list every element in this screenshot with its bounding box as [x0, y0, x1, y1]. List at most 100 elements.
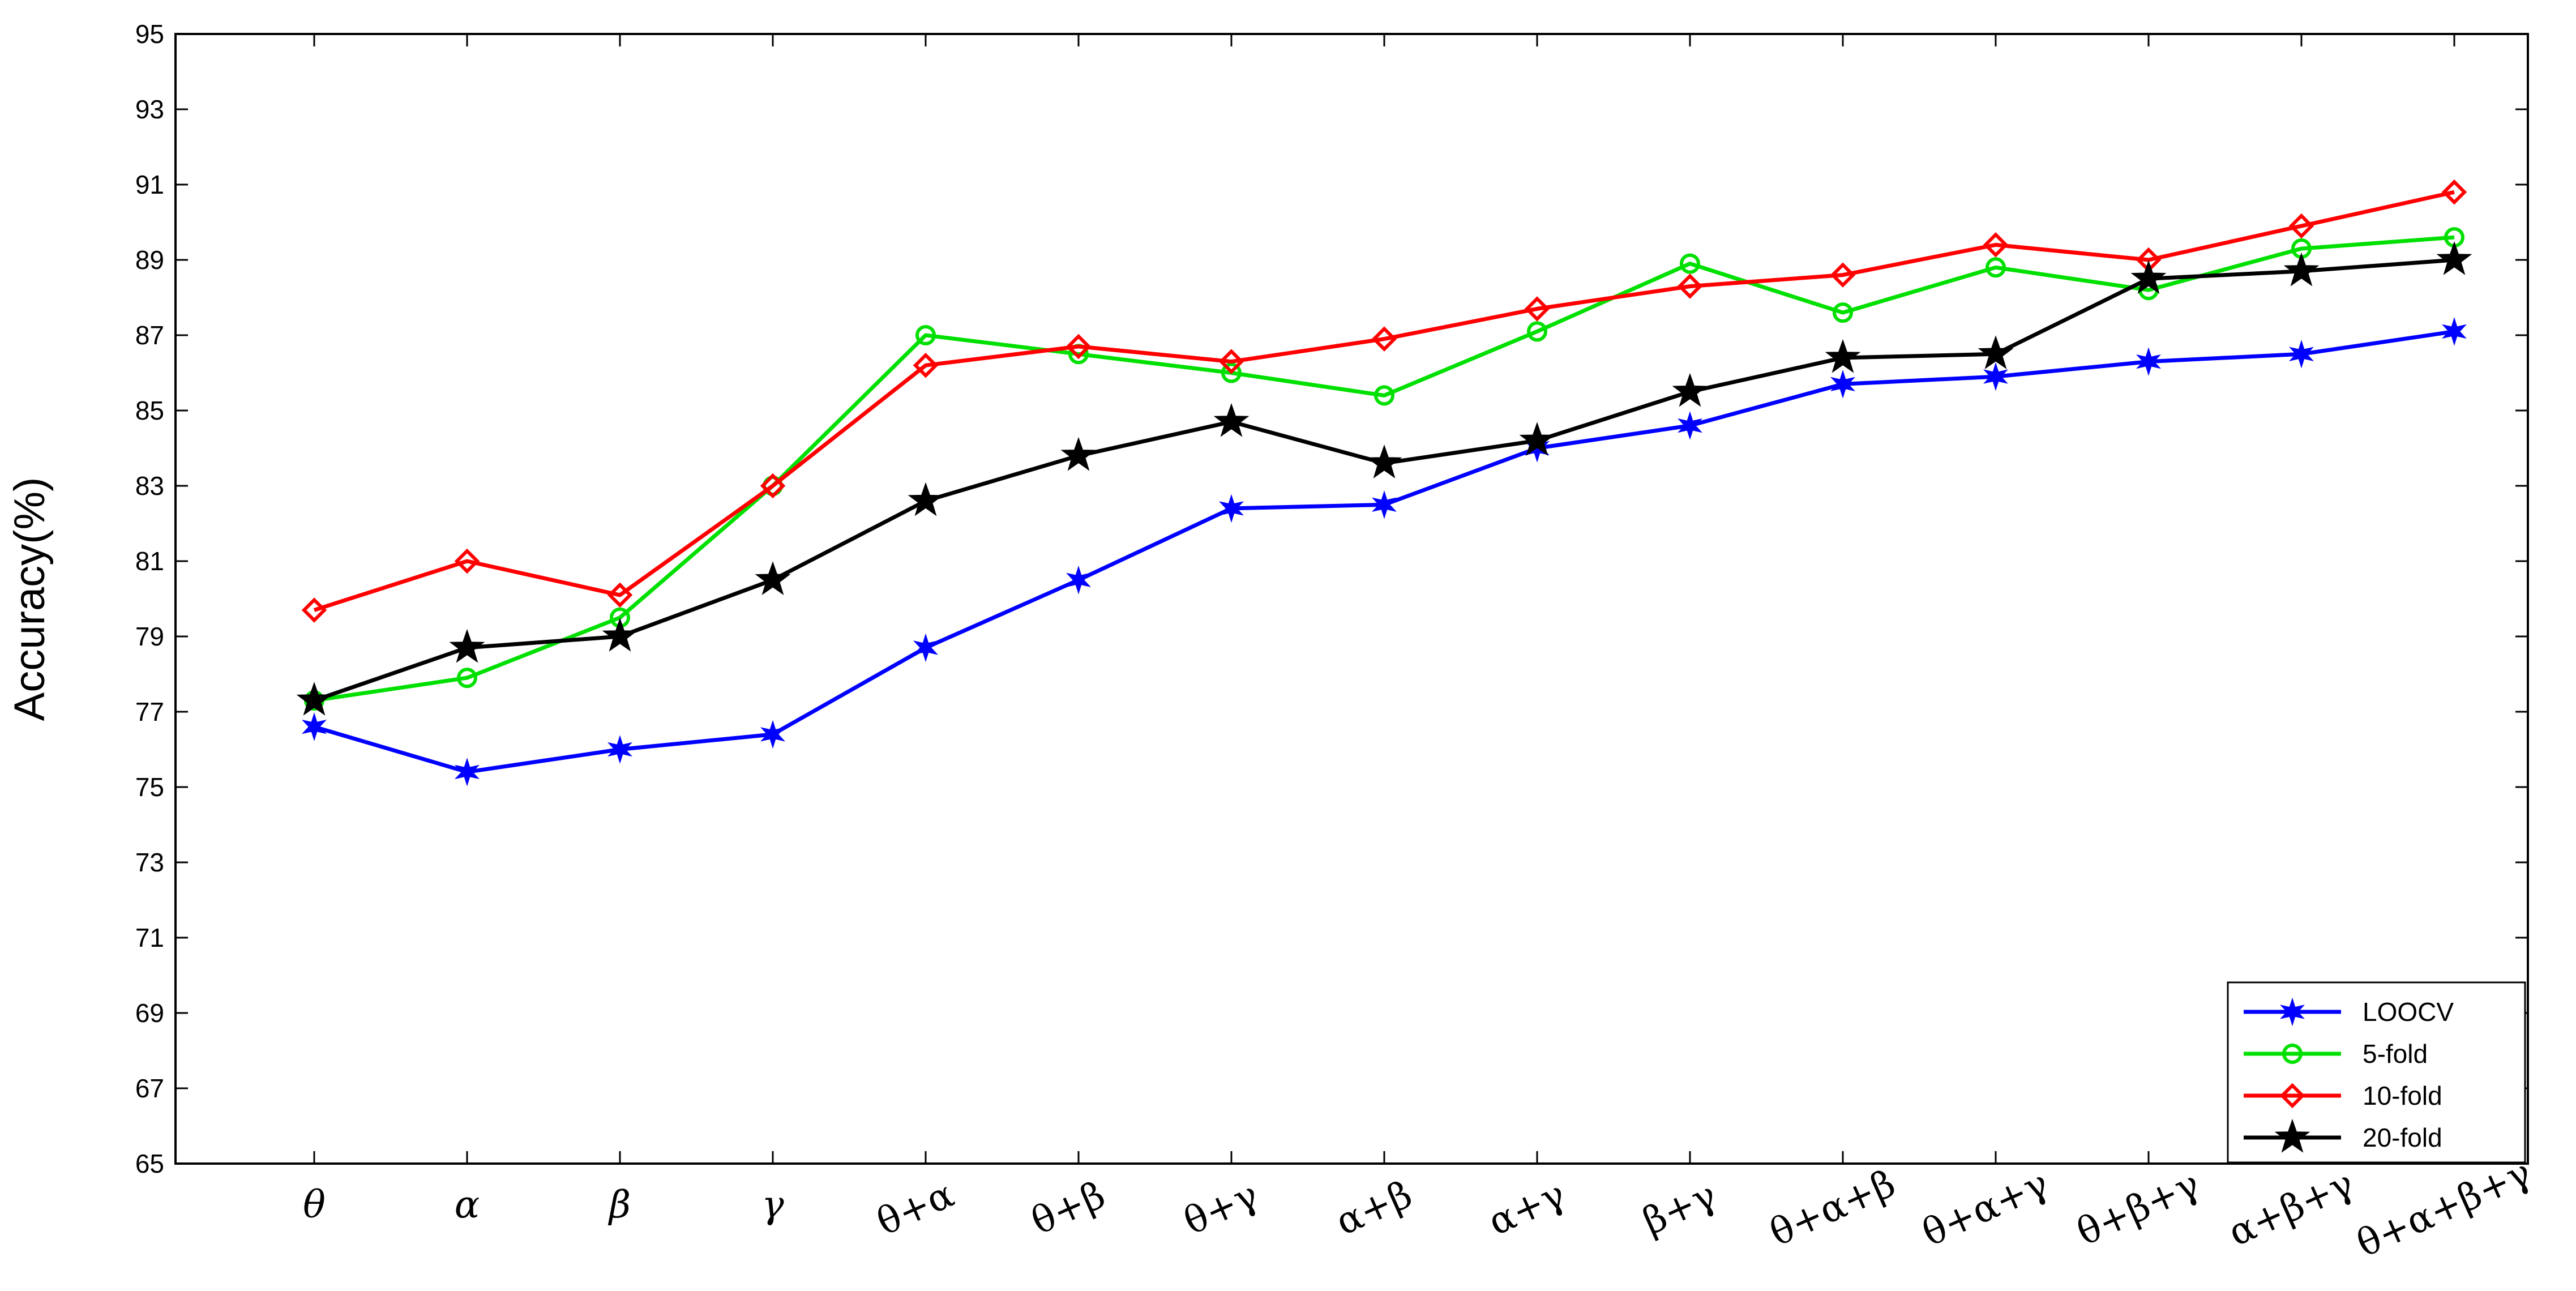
data-point: [913, 633, 939, 662]
x-tick-label: α+β+γ: [2222, 1161, 2360, 1255]
data-point: [455, 758, 480, 786]
legend-item: 5-fold: [2244, 1039, 2428, 1068]
y-tick-label: 83: [135, 471, 164, 501]
x-tick-label: θ+β: [1025, 1173, 1111, 1243]
data-point: [1527, 321, 1547, 342]
y-tick-label: 79: [135, 622, 164, 651]
y-tick-label: 85: [135, 396, 164, 425]
series-line: [314, 235, 2455, 703]
data-point: [913, 352, 939, 378]
y-tick-label: 67: [135, 1074, 164, 1103]
data-point: [1833, 302, 1853, 323]
x-tick-label: θ+α+β: [1764, 1161, 1902, 1255]
legend-label: LOOCV: [2363, 997, 2454, 1027]
data-point: [2441, 317, 2467, 346]
series-20-fold: [296, 241, 2472, 716]
y-tick-label: 93: [135, 95, 164, 124]
data-point: [2288, 339, 2314, 369]
data-point: [1066, 334, 1092, 360]
y-tick-label: 91: [135, 170, 164, 199]
x-tick-label: θ+α: [870, 1172, 960, 1244]
legend-marker: [2274, 1118, 2310, 1153]
data-point: [1825, 339, 1861, 373]
x-tick-label: θ+γ: [1178, 1173, 1265, 1243]
data-point: [1983, 232, 2009, 258]
y-axis: 65 67 69 71 73 75 77 79 81 83 85 87 89 91 93 95: [135, 19, 2528, 1178]
legend-label: 20-fold: [2363, 1123, 2442, 1152]
data-point: [1060, 437, 1097, 471]
data-point: [1219, 494, 1244, 523]
x-tick-label: γ: [761, 1183, 784, 1226]
x-tick-label: β: [607, 1183, 631, 1226]
legend-item: 10-fold: [2244, 1081, 2442, 1110]
data-point: [1213, 403, 1250, 437]
data-point: [602, 617, 638, 652]
data-point: [1978, 335, 2014, 369]
y-tick-label: 73: [135, 848, 164, 877]
legend-marker: [2282, 1044, 2303, 1064]
legend-label: 10-fold: [2363, 1081, 2442, 1110]
data-point: [1366, 444, 1402, 478]
y-tick-label: 69: [135, 998, 164, 1028]
x-tick-label: β+γ: [1636, 1173, 1723, 1243]
legend-item: 20-fold: [2244, 1118, 2442, 1153]
y-tick-label: 77: [135, 697, 164, 726]
data-point: [302, 712, 327, 741]
x-tick-label: θ+α+γ: [1916, 1161, 2055, 1255]
y-tick-label: 95: [135, 19, 164, 49]
data-point: [1677, 273, 1703, 299]
data-point: [607, 582, 633, 608]
legend-label: 5-fold: [2363, 1039, 2428, 1068]
x-tick-label: θ+α+β+γ: [2350, 1151, 2538, 1266]
data-point: [1519, 422, 1555, 456]
data-point: [1221, 362, 1242, 383]
legend-item: LOOCV: [2244, 997, 2454, 1027]
data-point: [1830, 262, 1856, 288]
series-layer: [296, 179, 2472, 786]
data-point: [301, 597, 327, 623]
data-point: [1371, 326, 1397, 352]
data-point: [2288, 213, 2314, 239]
data-point: [2136, 347, 2162, 376]
data-point: [454, 548, 480, 574]
data-point: [1218, 349, 1244, 374]
data-point: [760, 473, 786, 499]
y-tick-label: 81: [135, 546, 164, 576]
x-tick-label: θ+β+γ: [2070, 1162, 2206, 1254]
y-axis-label: Accuracy(%): [6, 477, 54, 721]
data-point: [1374, 385, 1394, 406]
y-tick-label: 75: [135, 772, 164, 802]
data-point: [457, 668, 477, 689]
data-point: [2130, 260, 2167, 294]
data-point: [1830, 370, 1856, 399]
series-loocv: [302, 317, 2467, 786]
x-tick-label: α+β: [1329, 1172, 1418, 1243]
data-point: [2283, 252, 2320, 287]
data-point: [1524, 296, 1550, 322]
series-line: [313, 190, 2455, 612]
y-tick-label: 65: [135, 1149, 164, 1178]
series-10-fold: [301, 179, 2467, 623]
y-tick-label: 89: [135, 245, 164, 275]
data-point: [1672, 373, 1708, 407]
data-point: [755, 561, 791, 595]
data-point: [607, 735, 632, 764]
data-point: [915, 325, 936, 345]
data-point: [1983, 362, 2009, 391]
data-point: [2436, 241, 2472, 275]
data-point: [760, 720, 785, 749]
data-point: [449, 629, 485, 663]
legend-marker: [2279, 1083, 2305, 1109]
data-point: [1066, 565, 1092, 595]
data-point: [1986, 257, 2006, 278]
y-tick-label: 71: [135, 923, 164, 952]
plot-area: [174, 33, 2529, 1165]
y-tick-label: 87: [135, 320, 164, 350]
x-tick-label: α+γ: [1482, 1172, 1572, 1244]
data-point: [908, 482, 944, 516]
legend-marker: [2280, 997, 2305, 1027]
data-point: [1678, 411, 1702, 440]
data-point: [296, 682, 332, 716]
legend: LOOCV 5-fold 10-fold 20-fold: [2227, 981, 2526, 1164]
